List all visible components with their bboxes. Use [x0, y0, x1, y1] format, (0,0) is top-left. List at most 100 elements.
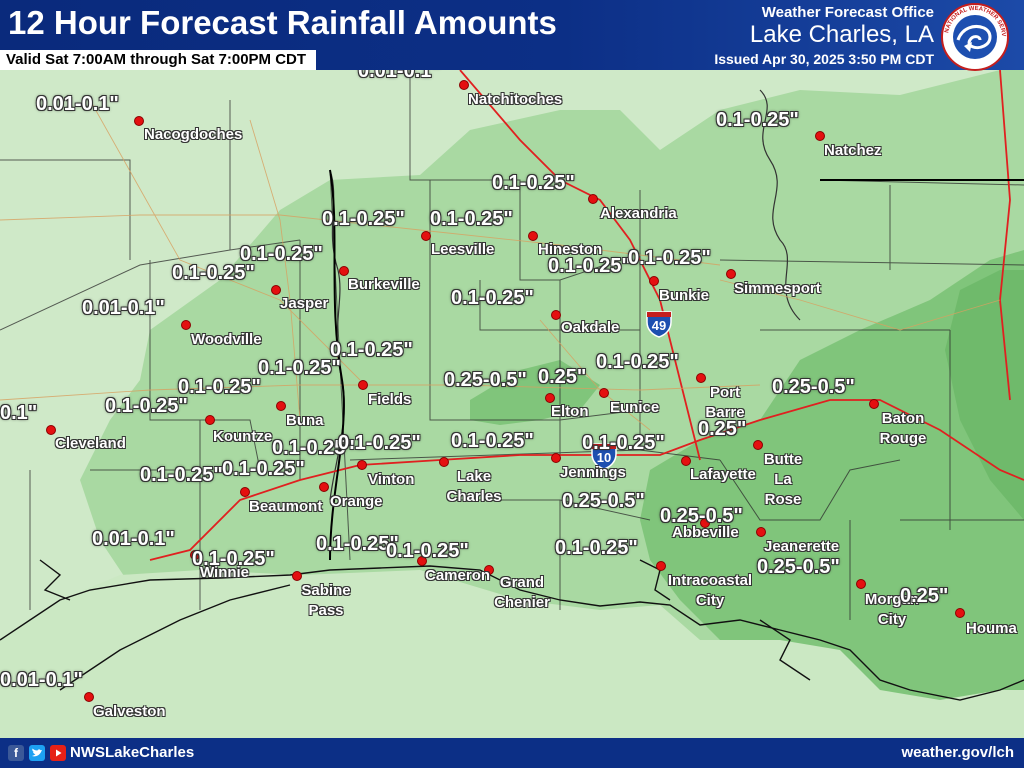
website-link[interactable]: weather.gov/lch [901, 744, 1014, 761]
amount-label: 0.25-0.5" [660, 505, 743, 527]
city-marker [240, 487, 250, 497]
city-marker [459, 80, 469, 90]
amount-label: 0.01-0.1" [92, 528, 175, 550]
amount-label: 0.25-0.5" [757, 556, 840, 578]
city-marker [528, 231, 538, 241]
city-label-fields: Fields [368, 391, 412, 408]
city-marker [700, 518, 710, 528]
issued-time: Issued Apr 30, 2025 3:50 PM CDT [714, 51, 934, 67]
amount-label: 0.25" [538, 366, 587, 388]
city-marker [856, 579, 866, 589]
city-label-abbeville: Abbeville [672, 524, 739, 541]
interstate-10-number: 10 [596, 450, 612, 465]
city-label-vinton: Vinton [368, 471, 415, 488]
office-label: Weather Forecast Office [761, 4, 934, 21]
city-label-simmesport: Simmesport [734, 280, 821, 297]
rivers [329, 89, 801, 501]
amount-label: 0.1-0.25" [316, 533, 399, 555]
city-marker [205, 415, 215, 425]
city-marker [756, 527, 766, 537]
highways [149, 70, 1024, 561]
amount-label: 0.1-0.25" [628, 247, 711, 269]
city-marker [815, 131, 825, 141]
city-label-intracoastal-city: Intracoastal City [667, 572, 753, 609]
city-marker [696, 373, 706, 383]
city-marker [319, 482, 329, 492]
city-label-leesville: Leesville [431, 241, 495, 258]
city-marker [484, 565, 494, 575]
amount-label: 0.1-0.25" [272, 437, 355, 459]
city-marker [292, 571, 302, 581]
amount-label: 0.1" [0, 402, 38, 424]
city-marker [545, 393, 555, 403]
city-marker [339, 266, 349, 276]
interstate-49-number: 49 [651, 318, 667, 333]
city-label-port-barre: Port Barre [705, 384, 745, 421]
rainfall-zone-0.25-0.5-inner [470, 360, 600, 425]
city-label-houma: Houma [966, 620, 1017, 637]
city-label-natchez: Natchez [824, 142, 882, 159]
amount-label: 0.1-0.25" [596, 351, 679, 373]
amount-label: 0.1-0.25" [555, 537, 638, 559]
amount-label: 0.1-0.25" [258, 357, 341, 379]
city-marker [588, 194, 598, 204]
twitter-icon[interactable] [29, 745, 45, 761]
amount-label: 0.25" [698, 418, 747, 440]
amount-label: 0.01-0.1" [0, 669, 83, 691]
city-label-buna: Buna [286, 412, 324, 429]
coastline [0, 559, 1024, 701]
city-marker [417, 556, 427, 566]
city-label-grand-chenier: Grand Chenier [494, 574, 550, 611]
amount-label: 0.1-0.25" [222, 458, 305, 480]
secondary-roads [0, 99, 1001, 431]
interstate-10-shield: 10 [590, 440, 618, 470]
amount-label: 0.25-0.5" [444, 369, 527, 391]
amount-label: 0.1-0.25" [178, 376, 261, 398]
amount-label: 0.1-0.25" [451, 287, 534, 309]
city-marker [869, 399, 879, 409]
city-label-elton: Elton [551, 403, 589, 420]
amount-label: 0.1-0.25" [192, 548, 275, 570]
city-label-hineston: Hineston [538, 241, 603, 258]
amount-label: 0.1-0.25" [338, 432, 421, 454]
youtube-icon[interactable] [50, 745, 66, 761]
amount-label: 0.1-0.25" [105, 395, 188, 417]
interstate-49-shield: 49 [645, 308, 673, 338]
city-label-jasper: Jasper [280, 295, 329, 312]
city-marker [649, 276, 659, 286]
city-label-butte-la-rose: Butte La Rose [763, 451, 803, 508]
amount-label: 0.1-0.25" [322, 208, 405, 230]
city-marker [134, 116, 144, 126]
city-marker [276, 401, 286, 411]
city-label-nacogdoches: Nacogdoches [144, 126, 243, 143]
city-marker [551, 453, 561, 463]
city-marker [421, 231, 431, 241]
city-marker [357, 460, 367, 470]
amount-label: 0.1-0.25" [716, 109, 799, 131]
amount-label: 0.1-0.25" [451, 430, 534, 452]
city-label-galveston: Galveston [93, 703, 166, 720]
amount-label: 0.1-0.25" [172, 262, 255, 284]
city-label-lake-charles: Lake Charles [446, 468, 502, 505]
city-marker [358, 380, 368, 390]
city-label-eunice: Eunice [610, 399, 660, 416]
city-label-jeanerette: Jeanerette [764, 538, 840, 555]
page-title: 12 Hour Forecast Rainfall Amounts [8, 4, 557, 41]
city-marker [681, 456, 691, 466]
city-label-cameron: Cameron [425, 567, 491, 584]
amount-label: 0.1-0.25" [548, 255, 631, 277]
city-label-lafayette: Lafayette [690, 466, 756, 483]
amount-label: 0.1-0.25" [240, 243, 323, 265]
amount-label: 0.1-0.25" [330, 339, 413, 361]
city-marker [656, 561, 666, 571]
social-handle[interactable]: NWSLakeCharles [70, 744, 195, 761]
city-label-morgan-city: Morgan City [864, 591, 920, 628]
city-label-kountze: Kountze [213, 428, 273, 445]
city-marker [271, 285, 281, 295]
city-marker [726, 269, 736, 279]
nws-logo[interactable]: NATIONAL WEATHER SERVICE [938, 0, 1010, 72]
city-marker [551, 310, 561, 320]
amount-label: 0.01-0.1" [82, 297, 165, 319]
city-marker [753, 440, 763, 450]
facebook-icon[interactable]: f [8, 745, 24, 761]
